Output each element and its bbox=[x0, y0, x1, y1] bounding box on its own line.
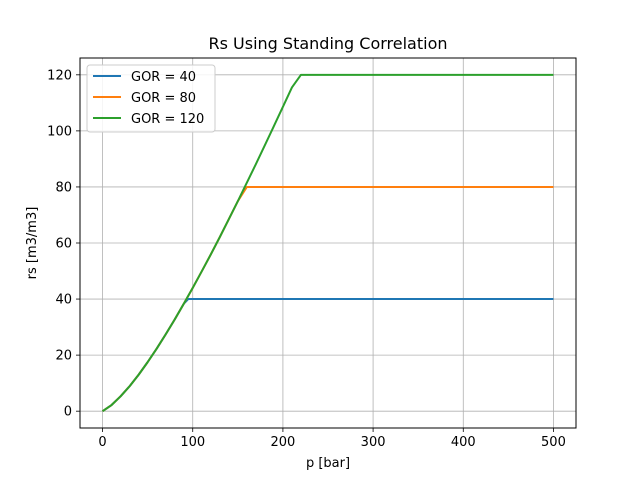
y-axis-label: rs [m3/m3] bbox=[25, 207, 40, 280]
y-tick-label: 120 bbox=[47, 68, 72, 83]
x-axis-label: p [bar] bbox=[306, 456, 350, 471]
legend: GOR = 40 GOR = 80 GOR = 120 bbox=[86, 64, 216, 133]
series-line-gor-120 bbox=[101, 73, 554, 413]
x-tick-label: 100 bbox=[180, 435, 205, 450]
legend-label-gor-120: GOR = 120 bbox=[131, 112, 204, 127]
legend-box bbox=[86, 64, 216, 133]
y-tick-label: 80 bbox=[55, 180, 72, 195]
chart-title: Rs Using Standing Correlation bbox=[209, 34, 448, 53]
x-tick-label: 400 bbox=[451, 435, 476, 450]
x-tick-label: 0 bbox=[98, 435, 106, 450]
series-lines bbox=[101, 73, 554, 413]
y-tick-label: 40 bbox=[55, 293, 72, 308]
legend-label-gor-80: GOR = 80 bbox=[131, 91, 196, 106]
y-tick-label: 0 bbox=[64, 405, 72, 420]
y-tick-label: 60 bbox=[55, 237, 72, 252]
y-tick-label: 20 bbox=[55, 349, 72, 364]
x-tick-label: 500 bbox=[541, 435, 566, 450]
x-tick-label: 300 bbox=[361, 435, 386, 450]
legend-label-gor-40: GOR = 40 bbox=[131, 70, 196, 85]
x-tick-label: 200 bbox=[270, 435, 295, 450]
axis-ticks: 0 100 200 300 400 500 0 20 40 60 80 100 120 bbox=[47, 68, 566, 450]
y-tick-label: 100 bbox=[47, 124, 72, 139]
